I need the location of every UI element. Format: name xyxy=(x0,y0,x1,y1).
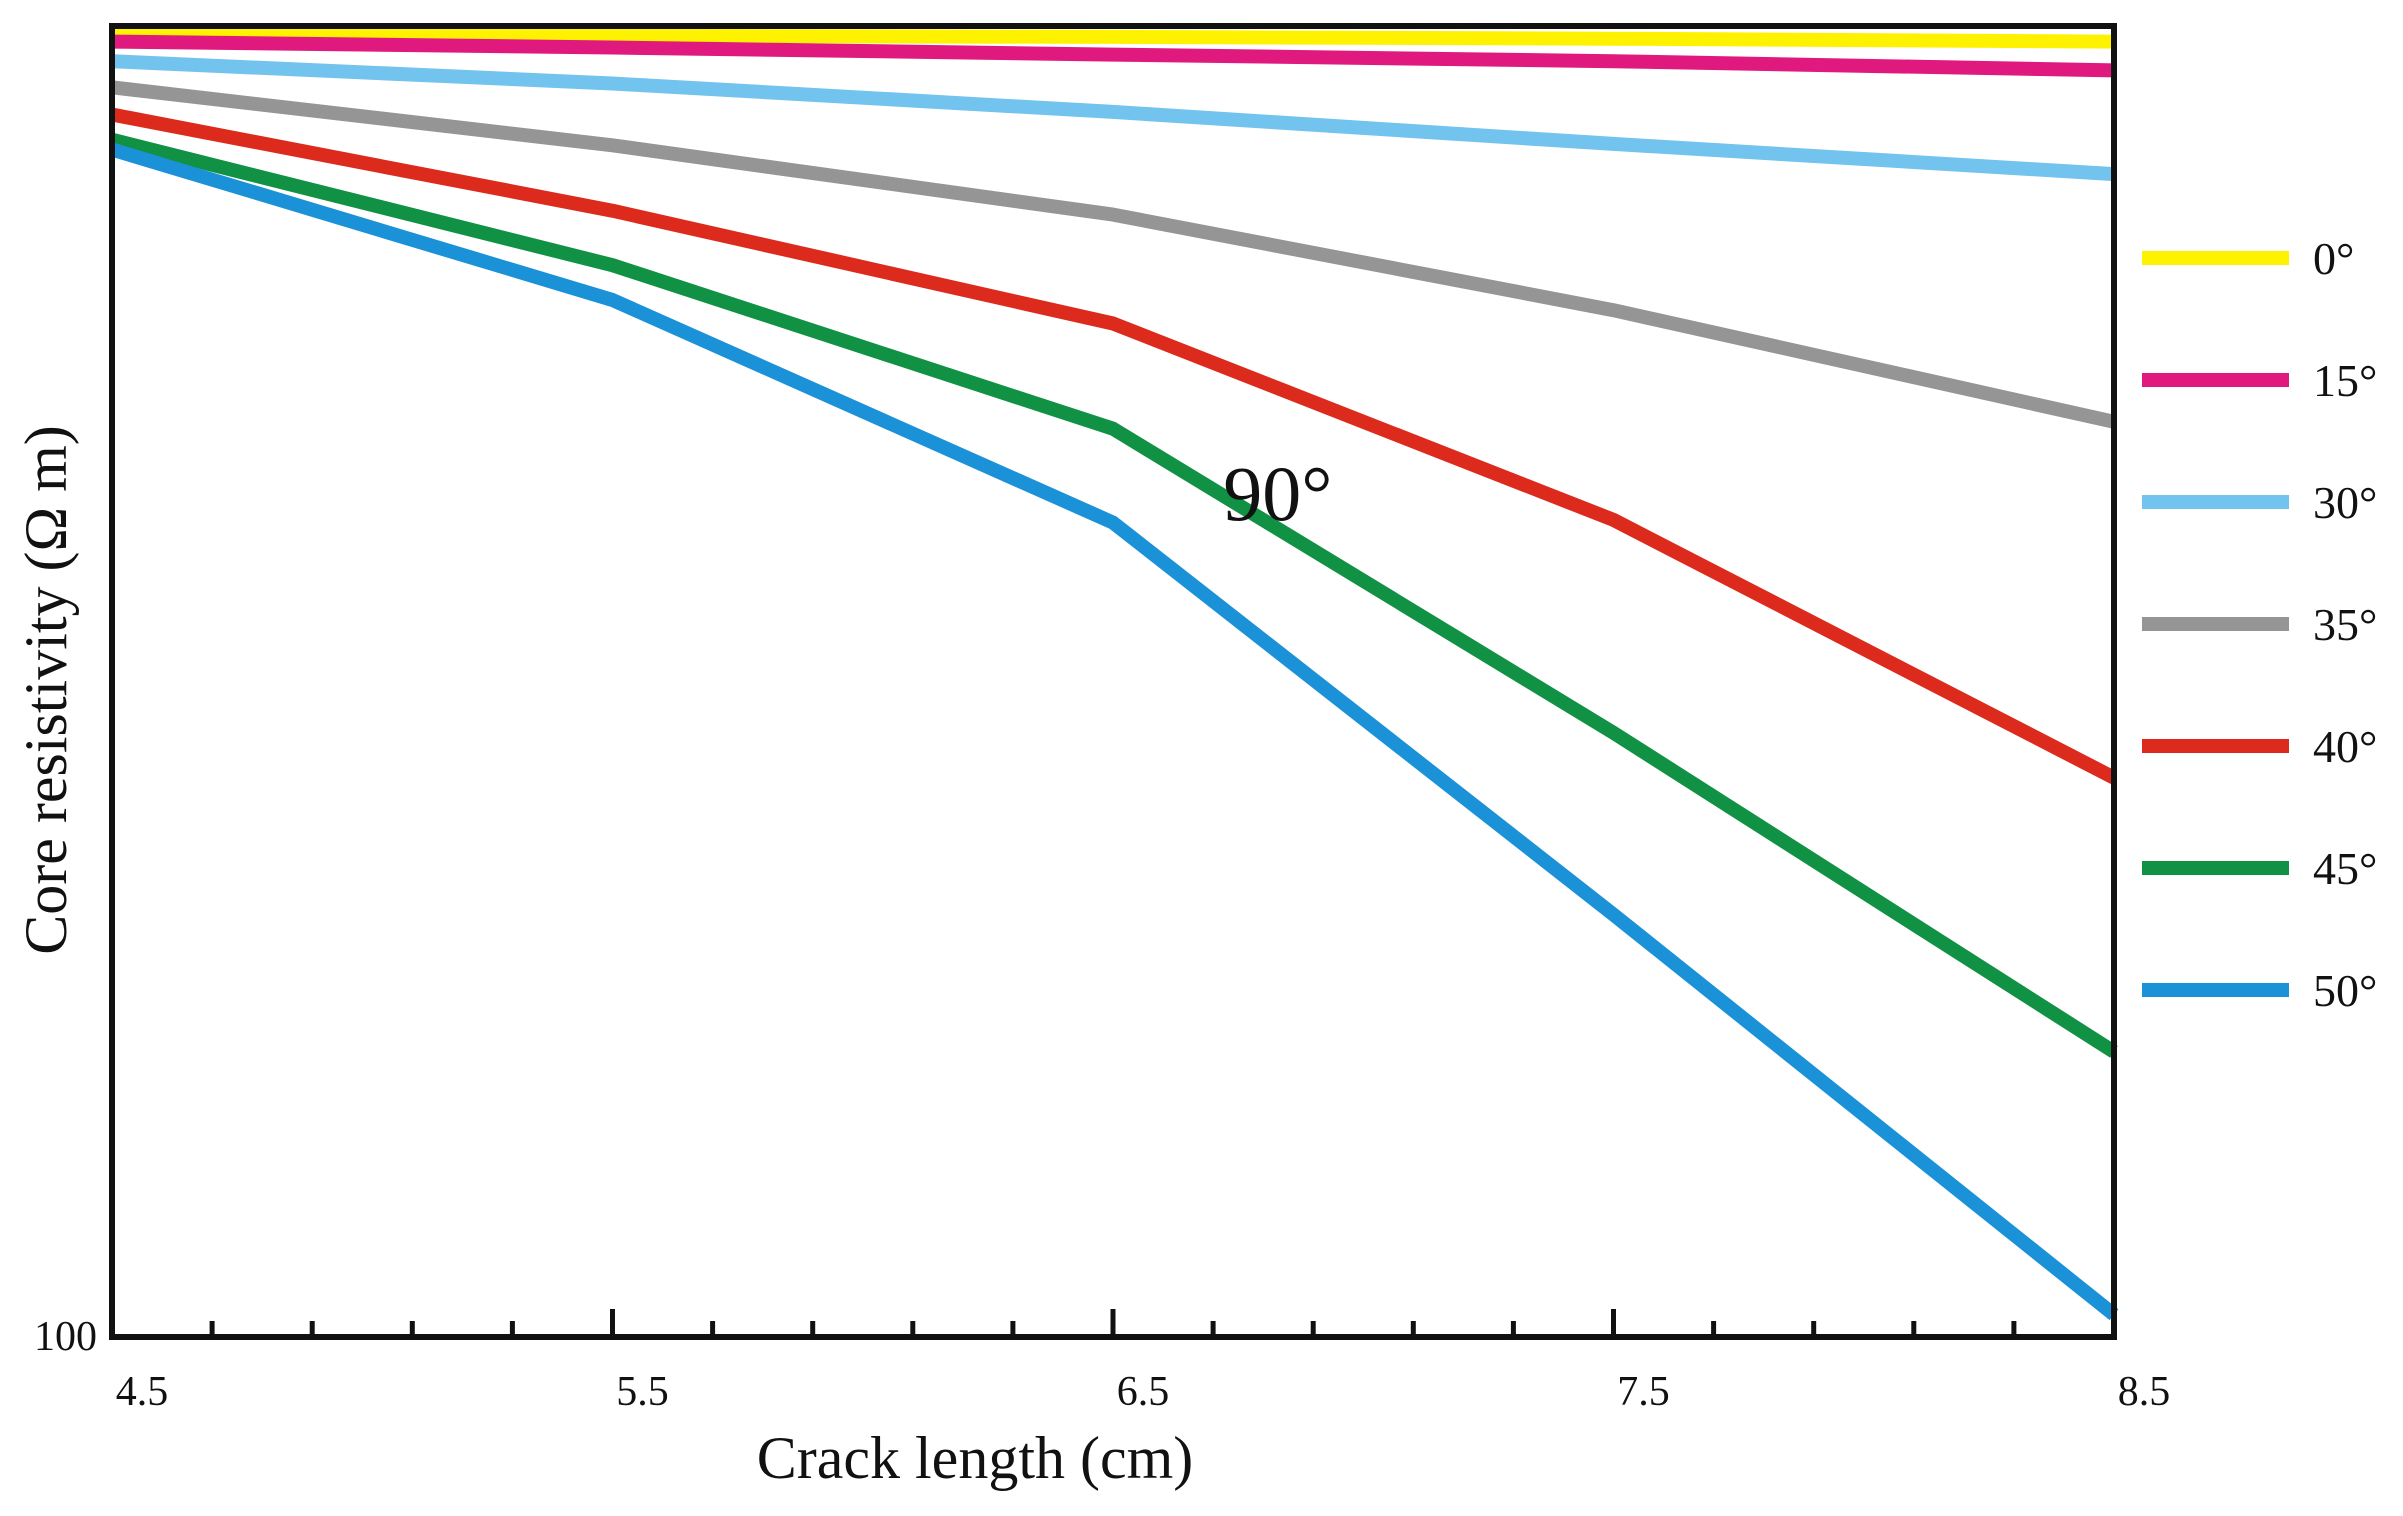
legend-item: 45° xyxy=(2142,843,2377,894)
legend-label: 35° xyxy=(2313,599,2377,650)
legend-item: 35° xyxy=(2142,599,2377,650)
tick-labels: 4.5 5.5 6.5 7.5 8.5 100 xyxy=(34,1314,2170,1415)
legend-item: 0° xyxy=(2142,233,2354,284)
plot-frame xyxy=(109,23,2117,1340)
series-line-7 xyxy=(109,142,2119,1321)
x-axis-title: Crack length (cm) xyxy=(757,1425,1194,1491)
series-lines xyxy=(109,27,2119,1321)
legend-label: 30° xyxy=(2313,477,2377,528)
series-line-3 xyxy=(111,54,2115,182)
legend-label: 15° xyxy=(2313,355,2377,406)
y-tick-label: 100 xyxy=(34,1314,97,1360)
legend: 0° 15° 30° 35° 40° 45° 50° xyxy=(2142,233,2377,1016)
x-tick-label: 5.5 xyxy=(616,1369,669,1415)
series-line-4 xyxy=(111,80,2116,429)
legend-item: 40° xyxy=(2142,721,2377,772)
legend-item: 50° xyxy=(2142,965,2377,1016)
x-tick-label: 6.5 xyxy=(1117,1369,1170,1415)
y-axis-title: Core resistivity (Ω m) xyxy=(13,425,79,955)
series-line-5 xyxy=(110,107,2118,785)
legend-item: 30° xyxy=(2142,477,2377,528)
legend-label: 0° xyxy=(2313,233,2354,284)
series-line-2 xyxy=(111,34,2115,78)
series-line-1 xyxy=(111,27,2115,49)
legend-label: 50° xyxy=(2313,965,2377,1016)
legend-label: 45° xyxy=(2313,843,2377,894)
annotations: 90° xyxy=(1223,450,1332,537)
legend-label: 40° xyxy=(2313,721,2377,772)
chart-annotation: 90° xyxy=(1223,450,1332,537)
series-line-6 xyxy=(110,132,2118,1058)
x-tick-label: 4.5 xyxy=(116,1369,169,1415)
legend-item: 15° xyxy=(2142,355,2377,406)
x-tick-label: 8.5 xyxy=(2118,1369,2171,1415)
x-tick-label: 7.5 xyxy=(1617,1369,1670,1415)
axis-ticks xyxy=(109,1309,2117,1337)
